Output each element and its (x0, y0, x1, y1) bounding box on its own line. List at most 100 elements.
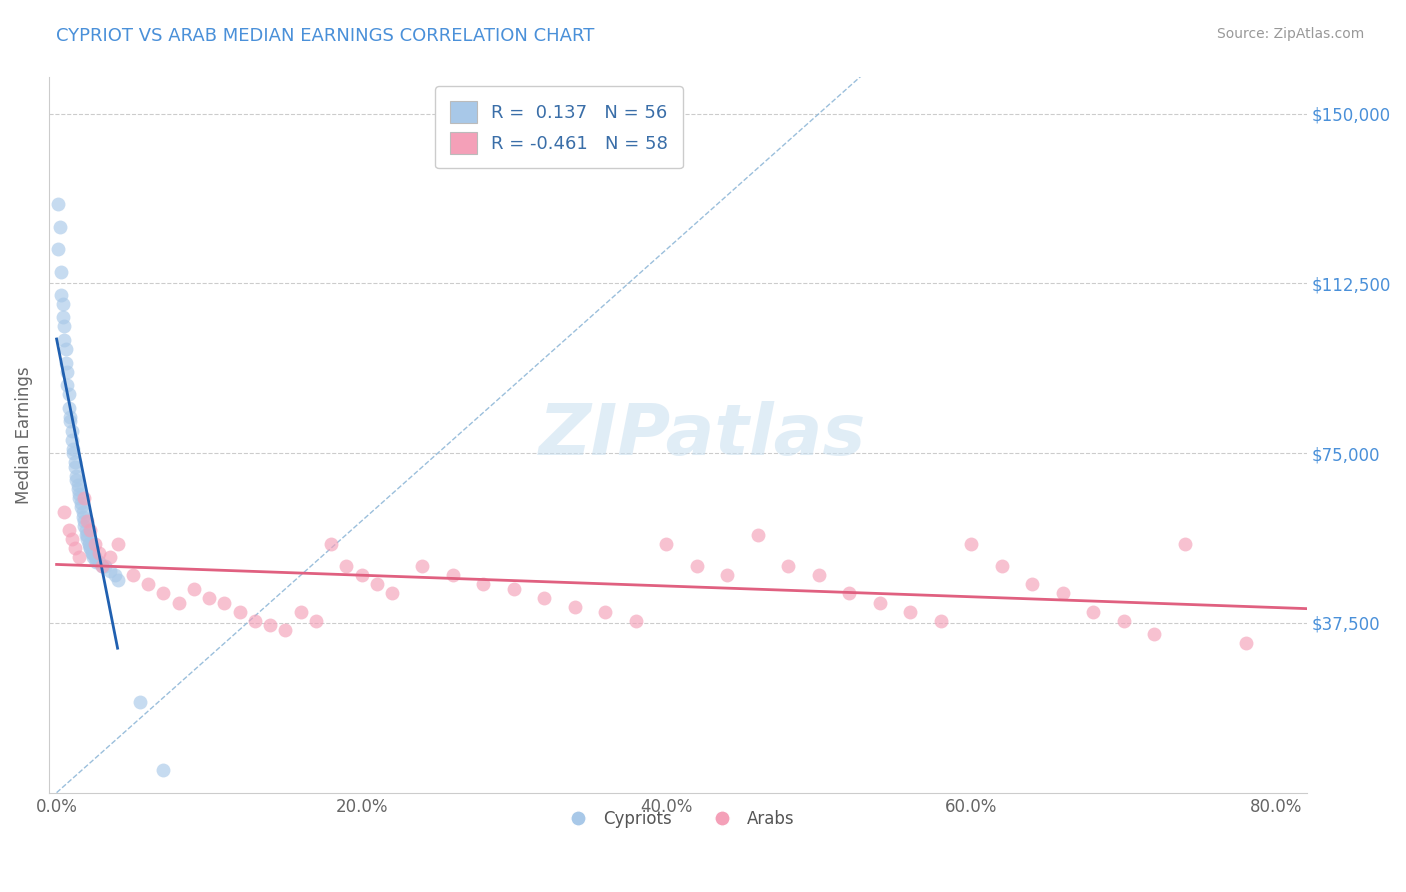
Point (1174, 537, 1197, 551)
Point (60, 424, 83, 438)
Point (46, 197, 69, 211)
Point (66, 483, 89, 497)
Point (56, 365, 79, 379)
Point (1052, 586, 1074, 600)
Point (80, 546, 103, 560)
Point (79, 541, 101, 556)
Point (1021, 577, 1043, 591)
Point (65, 468, 87, 483)
Point (960, 537, 983, 551)
Point (83, 537, 105, 551)
Point (167, 595, 190, 609)
Point (716, 568, 738, 582)
Point (366, 577, 388, 591)
Point (83, 550, 105, 565)
Point (53, 319, 76, 334)
Point (1083, 605, 1105, 619)
Point (70, 496, 93, 510)
Point (183, 582, 205, 596)
Point (56, 378, 79, 392)
Point (1112, 614, 1135, 628)
Point (73, 491, 96, 506)
Point (411, 559, 433, 574)
Point (89, 555, 111, 569)
Point (259, 618, 281, 632)
Point (73, 518, 96, 533)
Point (82, 550, 104, 565)
Point (686, 559, 709, 574)
Point (898, 605, 921, 619)
Point (152, 763, 174, 777)
Point (63, 459, 86, 474)
Point (129, 695, 152, 709)
Point (66, 478, 89, 492)
Point (103, 568, 125, 582)
Point (350, 568, 373, 582)
Point (72, 505, 94, 519)
Point (533, 591, 555, 605)
Point (48, 219, 70, 234)
Point (1234, 636, 1257, 650)
Point (60, 433, 83, 447)
Text: Source: ZipAtlas.com: Source: ZipAtlas.com (1216, 27, 1364, 41)
Point (991, 559, 1014, 574)
Point (89, 546, 111, 560)
Point (55, 342, 77, 356)
Point (69, 491, 91, 506)
Text: ZIPatlas: ZIPatlas (540, 401, 866, 469)
Point (58, 387, 80, 401)
Point (76, 514, 98, 528)
Point (58, 523, 80, 537)
Point (778, 559, 800, 574)
Text: CYPRIOT VS ARAB MEDIAN EARNINGS CORRELATION CHART: CYPRIOT VS ARAB MEDIAN EARNINGS CORRELAT… (56, 27, 595, 45)
Point (79, 523, 101, 537)
Point (335, 559, 357, 574)
Point (77, 537, 100, 551)
Point (838, 586, 860, 600)
Point (70, 500, 93, 515)
Point (214, 595, 236, 609)
Point (1143, 627, 1166, 641)
Point (290, 605, 312, 619)
Point (121, 568, 143, 582)
Point (75, 527, 97, 541)
Point (59, 409, 82, 424)
Point (62, 446, 84, 460)
Point (51, 287, 73, 301)
Point (62, 442, 84, 456)
Point (55, 356, 77, 370)
Point (84, 555, 107, 569)
Point (52, 297, 75, 311)
Point (869, 595, 891, 609)
Point (60, 532, 83, 546)
Point (75, 523, 97, 537)
Point (228, 605, 250, 619)
Point (91, 559, 114, 574)
Point (152, 586, 174, 600)
Point (472, 577, 495, 591)
Point (69, 487, 91, 501)
Point (63, 455, 86, 469)
Point (381, 586, 404, 600)
Point (595, 605, 617, 619)
Point (79, 541, 101, 556)
Point (503, 582, 526, 596)
Point (58, 401, 80, 415)
Point (63, 541, 86, 556)
Point (198, 591, 221, 605)
Point (59, 414, 82, 428)
Point (98, 564, 121, 578)
Point (65, 473, 87, 487)
Point (564, 600, 586, 615)
Point (243, 614, 266, 628)
Point (72, 509, 94, 524)
Point (52, 310, 75, 325)
Point (807, 568, 830, 582)
Point (624, 614, 647, 628)
Point (76, 527, 98, 541)
Point (274, 623, 297, 637)
Point (91, 559, 114, 574)
Point (107, 573, 129, 587)
Point (77, 537, 100, 551)
Y-axis label: Median Earnings: Median Earnings (15, 367, 32, 504)
